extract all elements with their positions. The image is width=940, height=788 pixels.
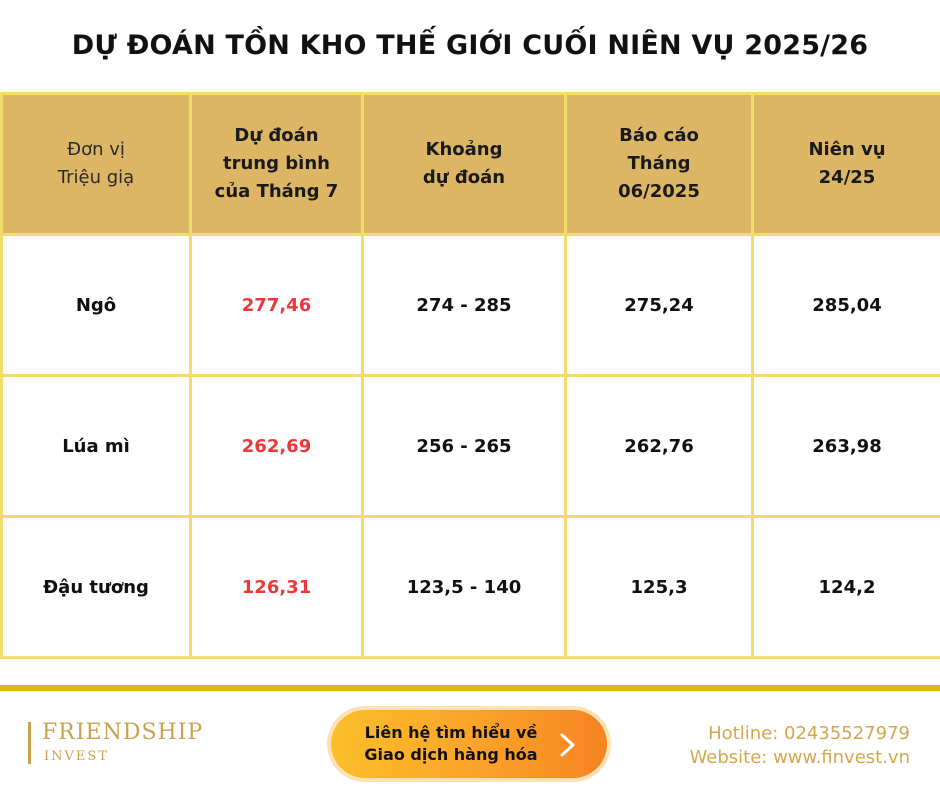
report-cell: 275,24 — [564, 233, 754, 377]
header-season-line: Niên vụ — [808, 139, 886, 160]
website-link[interactable]: Website: www.finvest.vn — [689, 747, 910, 768]
hotline-text: Hotline: 02435527979 — [708, 723, 910, 744]
cta-label: Liên hệ tìm hiểu về Giao dịch hàng hóa — [351, 722, 551, 766]
stock-forecast-table: Đơn vị Triệu giạ Dự đoán trung bình của … — [0, 92, 940, 659]
header-unit-line: Triệu giạ — [57, 167, 135, 188]
header-range: Khoảng dự đoán — [361, 92, 567, 236]
header-report-line: Tháng — [627, 153, 691, 174]
cta-label-line: Giao dịch hàng hóa — [364, 745, 538, 764]
contact-info: Hotline: 02435527979 Website: www.finves… — [690, 722, 910, 770]
range-cell: 256 - 265 — [361, 374, 567, 518]
report-cell: 262,76 — [564, 374, 754, 518]
header-range-line: Khoảng — [425, 139, 503, 160]
season-cell: 263,98 — [751, 374, 940, 518]
header-avg-forecast: Dự đoán trung bình của Tháng 7 — [189, 92, 364, 236]
logo-subtitle: INVEST — [44, 749, 109, 764]
logo-accent-bar — [28, 722, 31, 764]
header-avg-line: trung bình — [223, 153, 330, 174]
page-title: DỰ ĐOÁN TỒN KHO THẾ GIỚI CUỐI NIÊN VỤ 20… — [71, 30, 869, 61]
header-report: Báo cáo Tháng 06/2025 — [564, 92, 754, 236]
table-row: Đậu tương 126,31 123,5 - 140 125,3 124,2 — [0, 515, 940, 659]
brand-logo: FRIENDSHIP INVEST — [28, 720, 228, 766]
header-avg-line: Dự đoán — [234, 125, 319, 146]
header-report-line: Báo cáo — [619, 125, 699, 146]
avg-forecast-cell: 277,46 — [189, 233, 364, 377]
header-season: Niên vụ 24/25 — [751, 92, 940, 236]
logo-name: FRIENDSHIP — [42, 720, 204, 745]
range-cell: 123,5 - 140 — [361, 515, 567, 659]
avg-forecast-cell: 262,69 — [189, 374, 364, 518]
header-season-line: 24/25 — [818, 167, 876, 188]
header-unit-line: Đơn vị — [67, 139, 125, 160]
season-cell: 285,04 — [751, 233, 940, 377]
data-table: Đơn vị Triệu giạ Dự đoán trung bình của … — [0, 92, 940, 659]
avg-forecast-cell: 126,31 — [189, 515, 364, 659]
table-row: Ngô 277,46 274 - 285 275,24 285,04 — [0, 233, 940, 377]
header-row: Đơn vị Triệu giạ Dự đoán trung bình của … — [0, 92, 940, 236]
cta-pill[interactable]: Liên hệ tìm hiểu về Giao dịch hàng hóa — [331, 710, 607, 778]
commodity-cell: Lúa mì — [0, 374, 192, 518]
header-range-line: dự đoán — [422, 167, 506, 188]
table-row: Lúa mì 262,69 256 - 265 262,76 263,98 — [0, 374, 940, 518]
season-cell: 124,2 — [751, 515, 940, 659]
header-avg-line: của Tháng 7 — [214, 181, 339, 202]
header-unit: Đơn vị Triệu giạ — [0, 92, 192, 236]
range-cell: 274 - 285 — [361, 233, 567, 377]
commodity-cell: Ngô — [0, 233, 192, 377]
contact-cta-button[interactable]: Liên hệ tìm hiểu về Giao dịch hàng hóa — [327, 706, 611, 782]
report-cell: 125,3 — [564, 515, 754, 659]
commodity-cell: Đậu tương — [0, 515, 192, 659]
cta-label-line: Liên hệ tìm hiểu về — [364, 723, 538, 742]
header-report-line: 06/2025 — [618, 181, 700, 202]
footer-divider — [0, 685, 940, 691]
chevron-right-icon — [560, 733, 575, 757]
